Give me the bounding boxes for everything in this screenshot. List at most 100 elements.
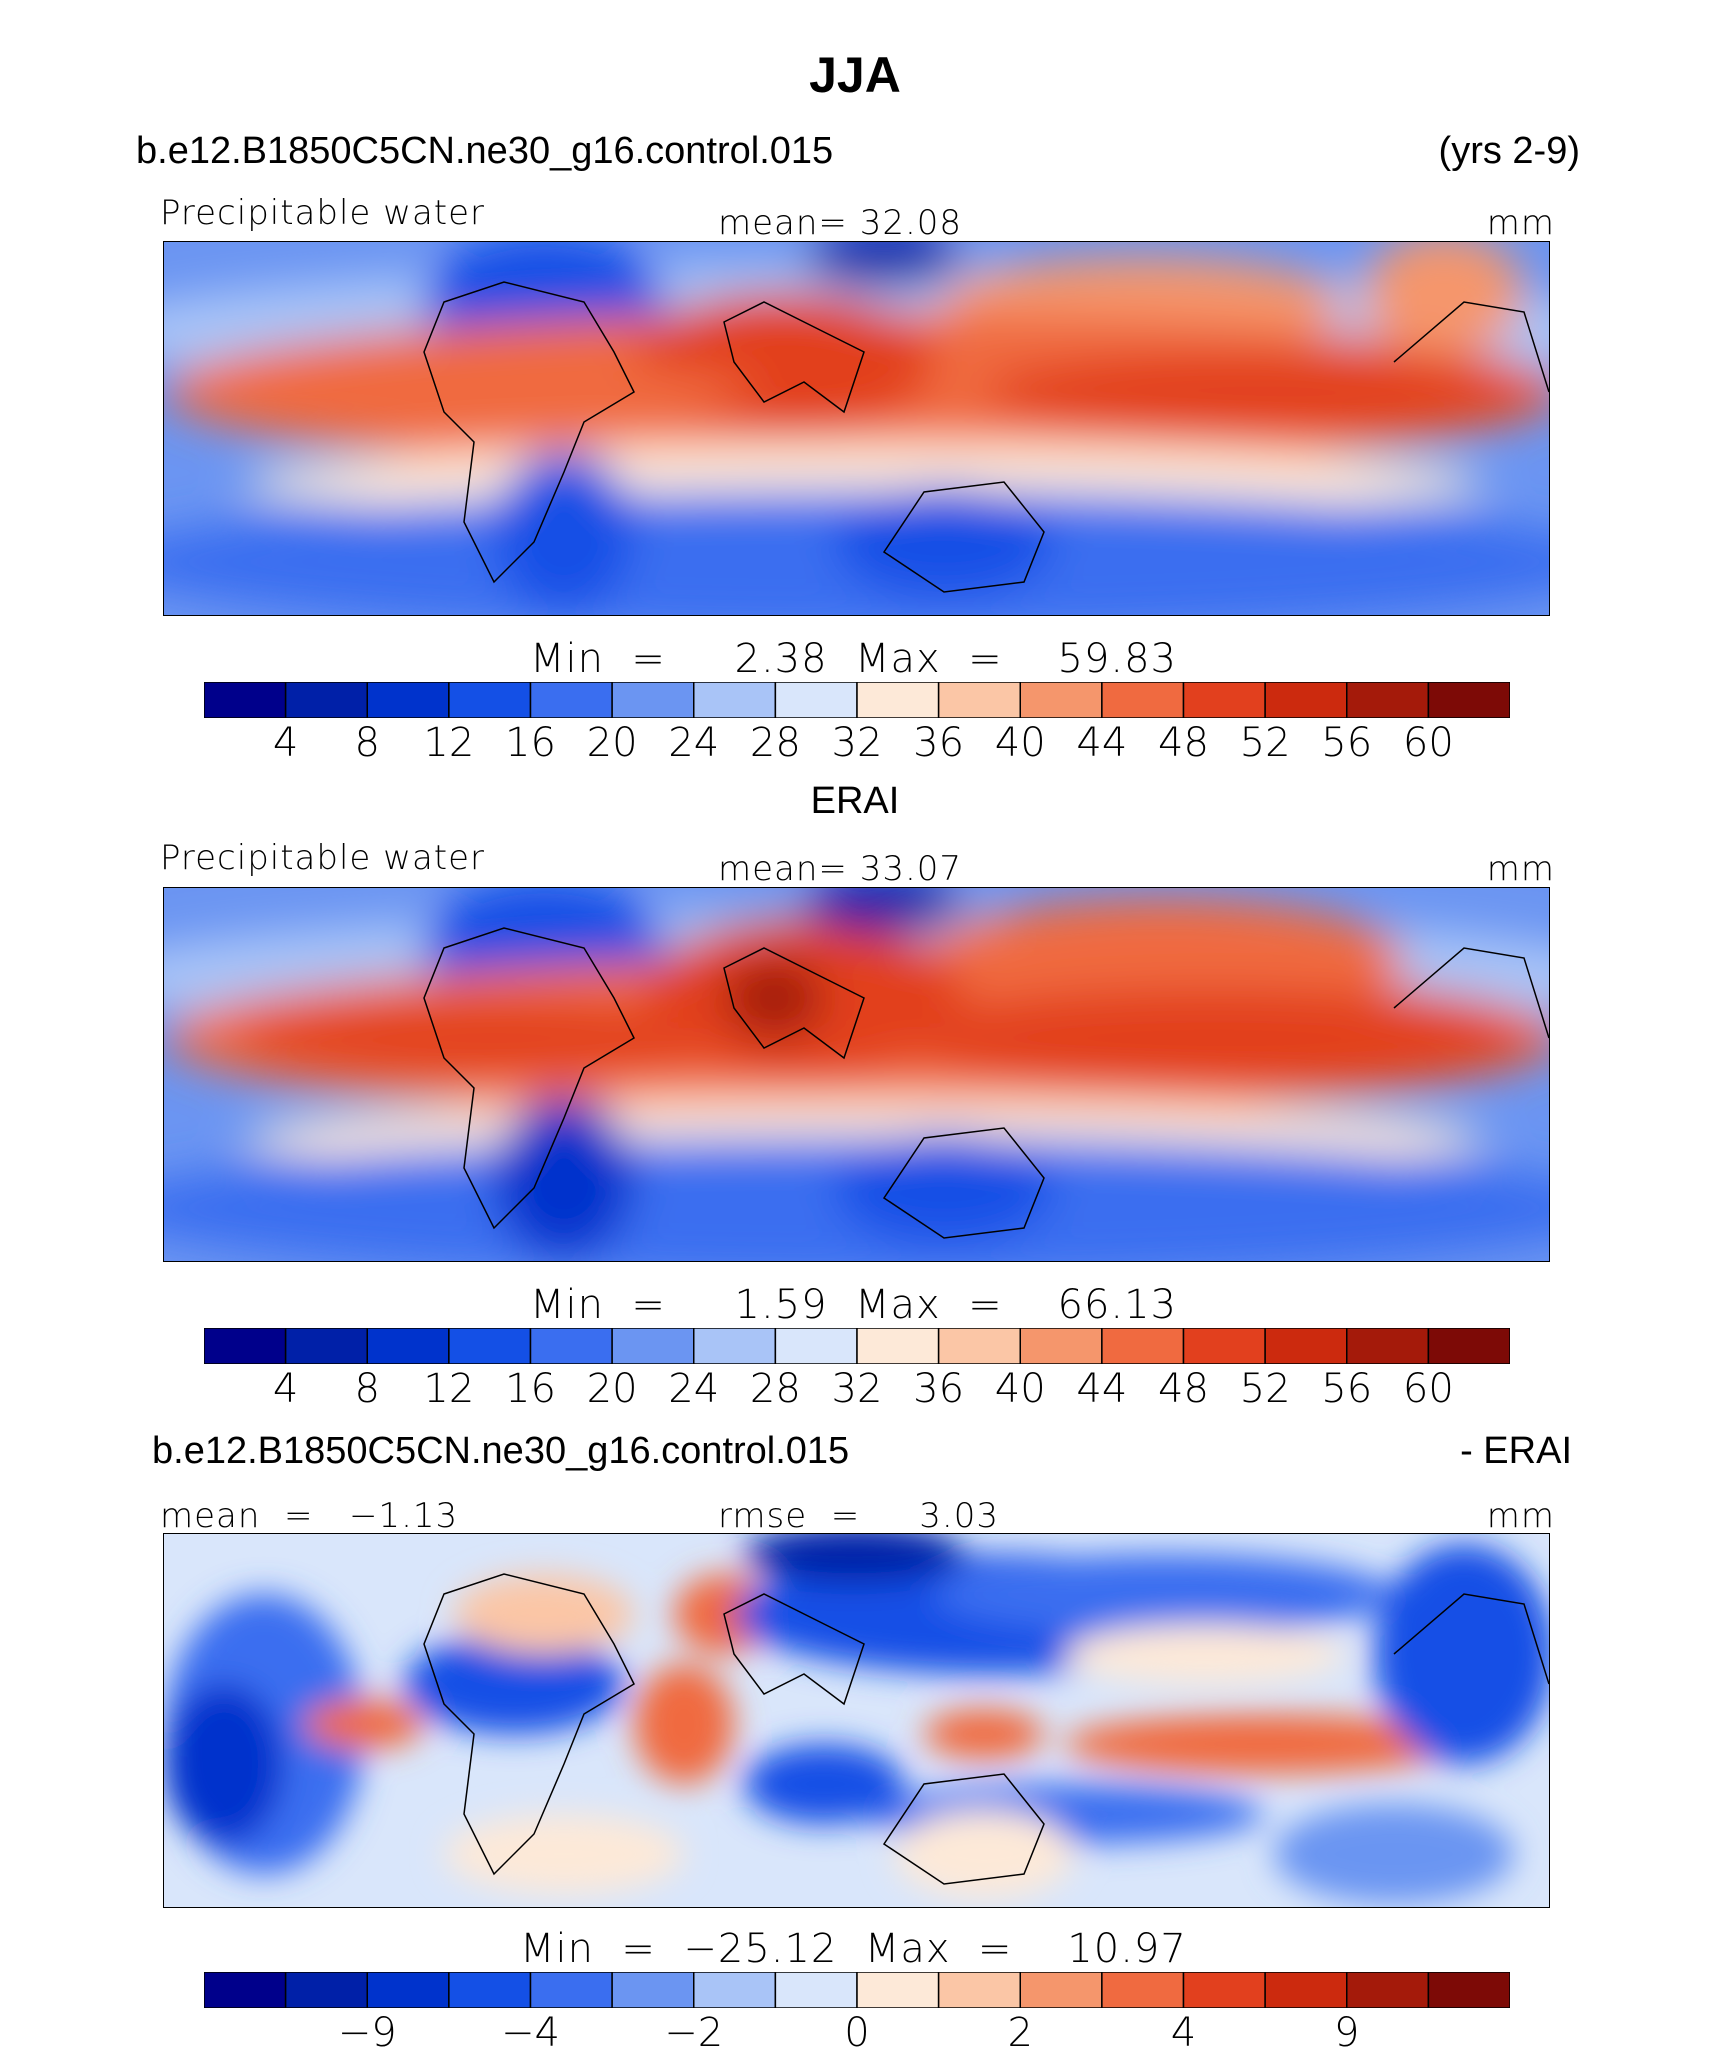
colorbar-swatch-11 [1101,1971,1185,2009]
colorbar-tick-label: 52 [1239,720,1291,766]
colorbar-swatch-8 [856,1327,940,1365]
colorbar-tick-label: 48 [1158,1366,1209,1412]
colorbar-tick-label: 8 [354,720,380,766]
panel1-map [163,241,1550,616]
panel3-mean: mean = −1.13 [160,1496,459,1536]
colorbar-swatch-7 [774,681,858,719]
colorbar-tick-label: 12 [423,1366,475,1412]
colorbar-swatch-3 [448,681,532,719]
colorbar-swatch-14 [1346,681,1430,719]
colorbar-swatch-8 [856,681,940,719]
panel2-map [163,887,1550,1262]
colorbar-tick-label: 24 [668,720,720,766]
panel1-minmax: Min = 2.38 Max = 59.83 [530,636,1177,682]
panel2-units: mm [1486,849,1555,889]
colorbar-swatch-10 [1019,1327,1103,1365]
panel1-colorbar [203,681,1511,719]
colorbar-swatch-15 [1427,681,1511,719]
colorbar-tick-label: 28 [749,1366,801,1412]
panel3-case-title: b.e12.B1850C5CN.ne30_g16.control.015 [152,1430,850,1472]
colorbar-swatch-13 [1264,1971,1348,2009]
colorbar-swatch-2 [366,681,450,719]
panel1-case-title: b.e12.B1850C5CN.ne30_g16.control.015 [136,130,834,172]
colorbar-swatch-1 [284,681,369,719]
colorbar-swatch-10 [1019,1971,1103,2009]
colorbar-tick-label: 56 [1321,1366,1373,1412]
colorbar-swatch-12 [1182,681,1266,719]
colorbar-tick-label: 4 [1170,2010,1197,2056]
colorbar-swatch-0 [203,1971,287,2009]
colorbar-tick-label: 48 [1158,720,1209,766]
colorbar-tick-label: 28 [749,720,801,766]
colorbar-swatch-8 [856,1971,940,2009]
panel1-units: mm [1486,203,1555,243]
colorbar-tick-label: 20 [586,720,638,766]
colorbar-swatch-4 [529,1971,613,2009]
colorbar-swatch-0 [203,681,287,719]
colorbar-swatch-6 [693,1971,777,2009]
colorbar-tick-label: −9 [337,2010,397,2056]
panel3-suffix: - ERAI [1460,1430,1572,1472]
colorbar-swatch-5 [611,1327,695,1365]
colorbar-swatch-12 [1182,1971,1266,2009]
colorbar-tick-label: 16 [505,720,556,766]
panel2-case-title: ERAI [810,780,900,822]
colorbar-tick-label: 44 [1076,720,1128,766]
panel2-colorbar [203,1327,1511,1365]
colorbar-swatch-13 [1264,681,1348,719]
colorbar-swatch-2 [366,1971,450,2009]
colorbar-swatch-0 [203,1327,287,1365]
colorbar-swatch-14 [1346,1971,1430,2009]
colorbar-swatch-1 [284,1971,369,2009]
colorbar-tick-label: 24 [668,1366,720,1412]
colorbar-swatch-3 [448,1327,532,1365]
colorbar-tick-label: 60 [1402,720,1454,766]
colorbar-swatch-7 [774,1971,858,2009]
colorbar-swatch-12 [1182,1327,1266,1365]
colorbar-tick-label: 60 [1402,1366,1454,1412]
panel2-mean: mean= 33.07 [718,849,963,889]
colorbar-swatch-6 [693,681,777,719]
colorbar-swatch-4 [529,1327,613,1365]
colorbar-tick-label: −4 [501,2010,560,2056]
panel3-units: mm [1486,1496,1555,1536]
colorbar-tick-label: 0 [844,2010,870,2056]
panel1-colorbar-ticks: 4 8 12 16 20 24 28 32 36 40 44 48 52 56 60 [204,718,1510,768]
panel3-colorbar-ticks: −9 −4 −2 0 2 4 9 [204,2008,1510,2058]
colorbar-tick-label: 40 [994,1366,1046,1412]
panel1-years: (yrs 2-9) [1438,130,1580,172]
colorbar-swatch-1 [284,1327,369,1365]
colorbar-tick-label: 56 [1321,720,1373,766]
colorbar-swatch-5 [611,681,695,719]
panel1-mean: mean= 32.08 [718,203,963,243]
colorbar-tick-label: 36 [913,720,965,766]
colorbar-tick-label: 4 [272,1366,299,1412]
colorbar-swatch-15 [1427,1327,1511,1365]
colorbar-swatch-10 [1019,681,1103,719]
colorbar-tick-label: 40 [994,720,1046,766]
colorbar-swatch-11 [1101,681,1185,719]
colorbar-swatch-2 [366,1327,450,1365]
colorbar-tick-label: 4 [272,720,299,766]
colorbar-swatch-5 [611,1971,695,2009]
colorbar-tick-label: 16 [505,1366,556,1412]
colorbar-swatch-7 [774,1327,858,1365]
figure-title: JJA [809,47,901,103]
panel3-colorbar [203,1971,1511,2009]
panel2-colorbar-ticks: 4 8 12 16 20 24 28 32 36 40 44 48 52 56 60 [204,1364,1510,1414]
colorbar-tick-label: 32 [831,720,883,766]
panel2-variable-label: Precipitable water [160,838,486,878]
colorbar-tick-label: 2 [1007,2010,1033,2056]
colorbar-tick-label: 32 [831,1366,883,1412]
colorbar-swatch-15 [1427,1971,1511,2009]
colorbar-swatch-4 [529,681,613,719]
colorbar-tick-label: 44 [1076,1366,1128,1412]
colorbar-swatch-9 [937,1327,1022,1365]
colorbar-tick-label: −2 [664,2010,724,2056]
colorbar-swatch-13 [1264,1327,1348,1365]
colorbar-tick-label: 52 [1239,1366,1291,1412]
colorbar-tick-label: 9 [1334,2010,1360,2056]
colorbar-tick-label: 8 [354,1366,380,1412]
colorbar-swatch-3 [448,1971,532,2009]
colorbar-tick-label: 20 [586,1366,638,1412]
